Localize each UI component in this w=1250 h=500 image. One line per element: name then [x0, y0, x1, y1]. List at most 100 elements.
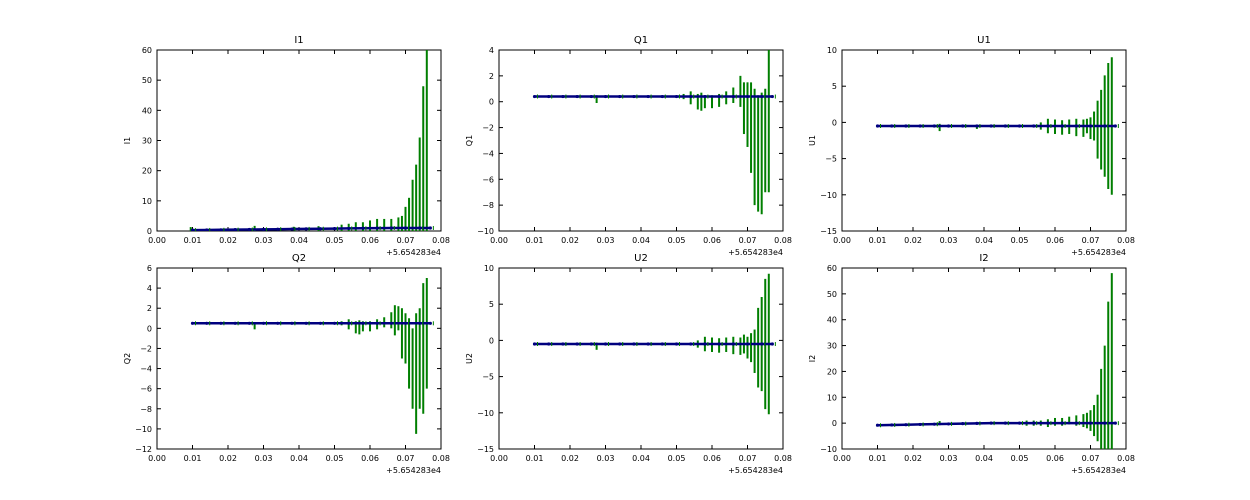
y-tick-label: −6 — [482, 175, 494, 184]
data-point — [589, 94, 593, 99]
x-tick-label: 0.06 — [703, 454, 721, 463]
y-tick-label: 60 — [142, 46, 152, 55]
y-tick-label: 10 — [484, 264, 494, 273]
x-tick-label: 0.03 — [597, 454, 615, 463]
data-point — [219, 321, 223, 325]
x-tick-label: 0.03 — [940, 454, 958, 463]
data-point — [276, 321, 280, 325]
data-point — [975, 124, 979, 128]
data-point — [890, 423, 894, 427]
data-point — [717, 342, 721, 346]
x-tick-label: 0.00 — [148, 454, 166, 463]
data-point — [632, 342, 636, 346]
data-point — [561, 94, 565, 99]
y-tick-label: 50 — [827, 290, 837, 299]
data-point — [233, 228, 237, 231]
y-tick-label: 20 — [142, 167, 152, 176]
y-tick-label: 2 — [489, 72, 494, 81]
y-axis-label: U1 — [808, 135, 817, 146]
data-point — [418, 321, 422, 325]
x-tick-label: 0.04 — [290, 454, 308, 463]
data-point — [589, 342, 593, 346]
y-tick-label: −5 — [482, 373, 494, 382]
subplot-q1: Q1 0.00 0.01 0.02 0.03 0.04 0.05 0.06 0.07 0.08 −1… — [465, 35, 792, 257]
x-offset-label: +5.654283e4 — [386, 248, 441, 257]
data-point — [532, 94, 537, 99]
y-tick-label: 0 — [489, 336, 494, 345]
data-point — [276, 227, 280, 231]
data-point — [689, 94, 693, 99]
subplot-q2: Q2 0.00 0.01 0.02 0.03 0.04 0.05 0.06 0.07 0.08 −1… — [123, 253, 450, 475]
x-tick-label: 0.00 — [833, 454, 851, 463]
data-point — [375, 226, 379, 230]
data-point — [247, 321, 251, 325]
y-tick-label: −2 — [140, 344, 152, 353]
x-tick-label: 0.04 — [632, 236, 650, 245]
data-point — [890, 124, 894, 128]
subplot-title: I2 — [979, 253, 988, 264]
y-tick-label: 10 — [827, 46, 837, 55]
y-tick-label: 0 — [147, 324, 152, 333]
x-tick-label: 0.04 — [632, 454, 650, 463]
subplot-i2: I2 0.00 0.01 0.02 0.03 0.04 0.05 0.06 0.07 0.08 −1… — [808, 253, 1135, 475]
data-point — [918, 124, 922, 128]
y-tick-label: −8 — [140, 405, 152, 414]
x-offset-label: +5.654283e4 — [1071, 466, 1126, 475]
x-offset-label: +5.654283e4 — [728, 466, 783, 475]
x-tick-label: 0.02 — [904, 454, 922, 463]
data-point — [1088, 421, 1093, 425]
y-tick-label: 20 — [827, 367, 837, 376]
subplot-i1: I1 0.00 0.01 0.02 0.03 0.04 0.05 0.06 0.07 0.08 0 1… — [123, 35, 450, 257]
data-point — [205, 321, 209, 325]
x-tick-label: 0.00 — [490, 454, 508, 463]
data-point — [428, 321, 432, 325]
data-point — [347, 321, 351, 325]
data-point — [875, 423, 880, 427]
x-tick-label: 0.01 — [869, 236, 887, 245]
plot-area — [189, 50, 434, 231]
data-point — [717, 94, 721, 99]
data-point — [904, 423, 908, 427]
y-tick-label: 30 — [827, 342, 837, 351]
y-tick-label: −8 — [482, 201, 494, 210]
x-offset-label: +5.654283e4 — [386, 466, 441, 475]
y-tick-label: −12 — [135, 445, 152, 454]
x-tick-label: 0.01 — [526, 454, 544, 463]
data-point — [1088, 124, 1093, 128]
data-point — [946, 124, 951, 128]
plot-area — [875, 57, 1119, 195]
x-tick-label: 0.01 — [184, 454, 202, 463]
y-tick-label: 6 — [147, 264, 152, 273]
data-point — [1060, 421, 1064, 425]
data-point — [1046, 421, 1050, 425]
y-tick-label: −10 — [477, 409, 494, 418]
x-tick-label: 0.05 — [326, 236, 344, 245]
plot-area — [532, 273, 776, 415]
x-tick-label: 0.05 — [1011, 236, 1029, 245]
subplot-title: U2 — [634, 253, 648, 264]
data-point — [760, 342, 764, 346]
data-line — [192, 226, 431, 231]
data-point — [190, 228, 195, 231]
y-tick-label: −15 — [477, 445, 494, 454]
data-point — [547, 94, 551, 99]
data-point — [961, 422, 965, 426]
y-tick-label: −10 — [477, 227, 494, 236]
y-tick-label: 2 — [147, 304, 152, 313]
data-point — [361, 226, 365, 230]
y-tick-label: 0 — [489, 98, 494, 107]
x-tick-label: 0.04 — [975, 454, 993, 463]
y-tick-label: 5 — [832, 82, 837, 91]
data-point — [946, 422, 951, 426]
subplot-title: I1 — [294, 35, 303, 46]
data-point — [361, 321, 365, 325]
data-point — [674, 94, 679, 99]
data-point — [532, 342, 537, 346]
data-point — [932, 124, 936, 128]
data-point — [1113, 421, 1117, 425]
y-tick-label: 10 — [142, 197, 152, 206]
x-offset-label: +5.654283e4 — [728, 248, 783, 257]
y-tick-label: 4 — [147, 284, 152, 293]
data-point — [989, 124, 993, 128]
x-tick-label: 0.00 — [148, 236, 166, 245]
